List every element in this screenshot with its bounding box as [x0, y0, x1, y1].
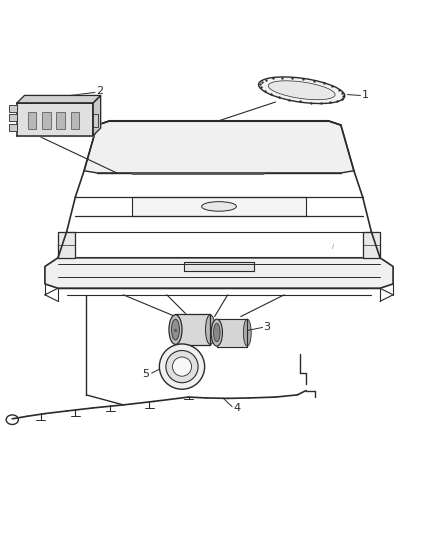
Bar [28, 112, 36, 130]
Text: 5: 5 [142, 369, 149, 379]
Ellipse shape [169, 315, 182, 344]
Bar [93, 114, 98, 127]
Ellipse shape [258, 77, 345, 103]
Text: 3: 3 [263, 322, 270, 333]
Bar [9, 124, 17, 131]
Text: 1: 1 [362, 91, 369, 100]
Ellipse shape [172, 319, 180, 340]
Text: 2: 2 [96, 86, 103, 96]
Polygon shape [217, 319, 247, 346]
Bar [56, 112, 65, 130]
Text: 4: 4 [233, 403, 240, 413]
Polygon shape [176, 314, 210, 345]
Ellipse shape [211, 319, 223, 346]
Bar [71, 112, 79, 130]
Bar [9, 114, 17, 121]
Polygon shape [132, 197, 306, 216]
Circle shape [159, 344, 205, 389]
Polygon shape [17, 103, 93, 136]
Polygon shape [58, 232, 75, 258]
Circle shape [166, 351, 198, 383]
Ellipse shape [268, 81, 335, 100]
Bar [9, 104, 17, 111]
Ellipse shape [214, 324, 220, 342]
Polygon shape [363, 232, 380, 258]
Ellipse shape [201, 201, 237, 211]
Ellipse shape [205, 315, 215, 344]
Polygon shape [45, 258, 393, 288]
Polygon shape [84, 120, 354, 173]
Circle shape [173, 357, 191, 376]
Text: i: i [332, 244, 334, 250]
Polygon shape [184, 262, 254, 271]
Polygon shape [17, 95, 101, 103]
Bar [42, 112, 50, 130]
Polygon shape [93, 95, 101, 136]
Ellipse shape [244, 319, 251, 346]
